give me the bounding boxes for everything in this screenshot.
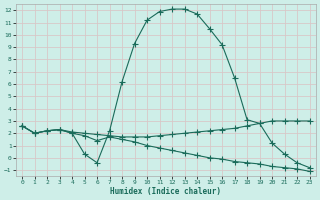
X-axis label: Humidex (Indice chaleur): Humidex (Indice chaleur) xyxy=(110,187,221,196)
